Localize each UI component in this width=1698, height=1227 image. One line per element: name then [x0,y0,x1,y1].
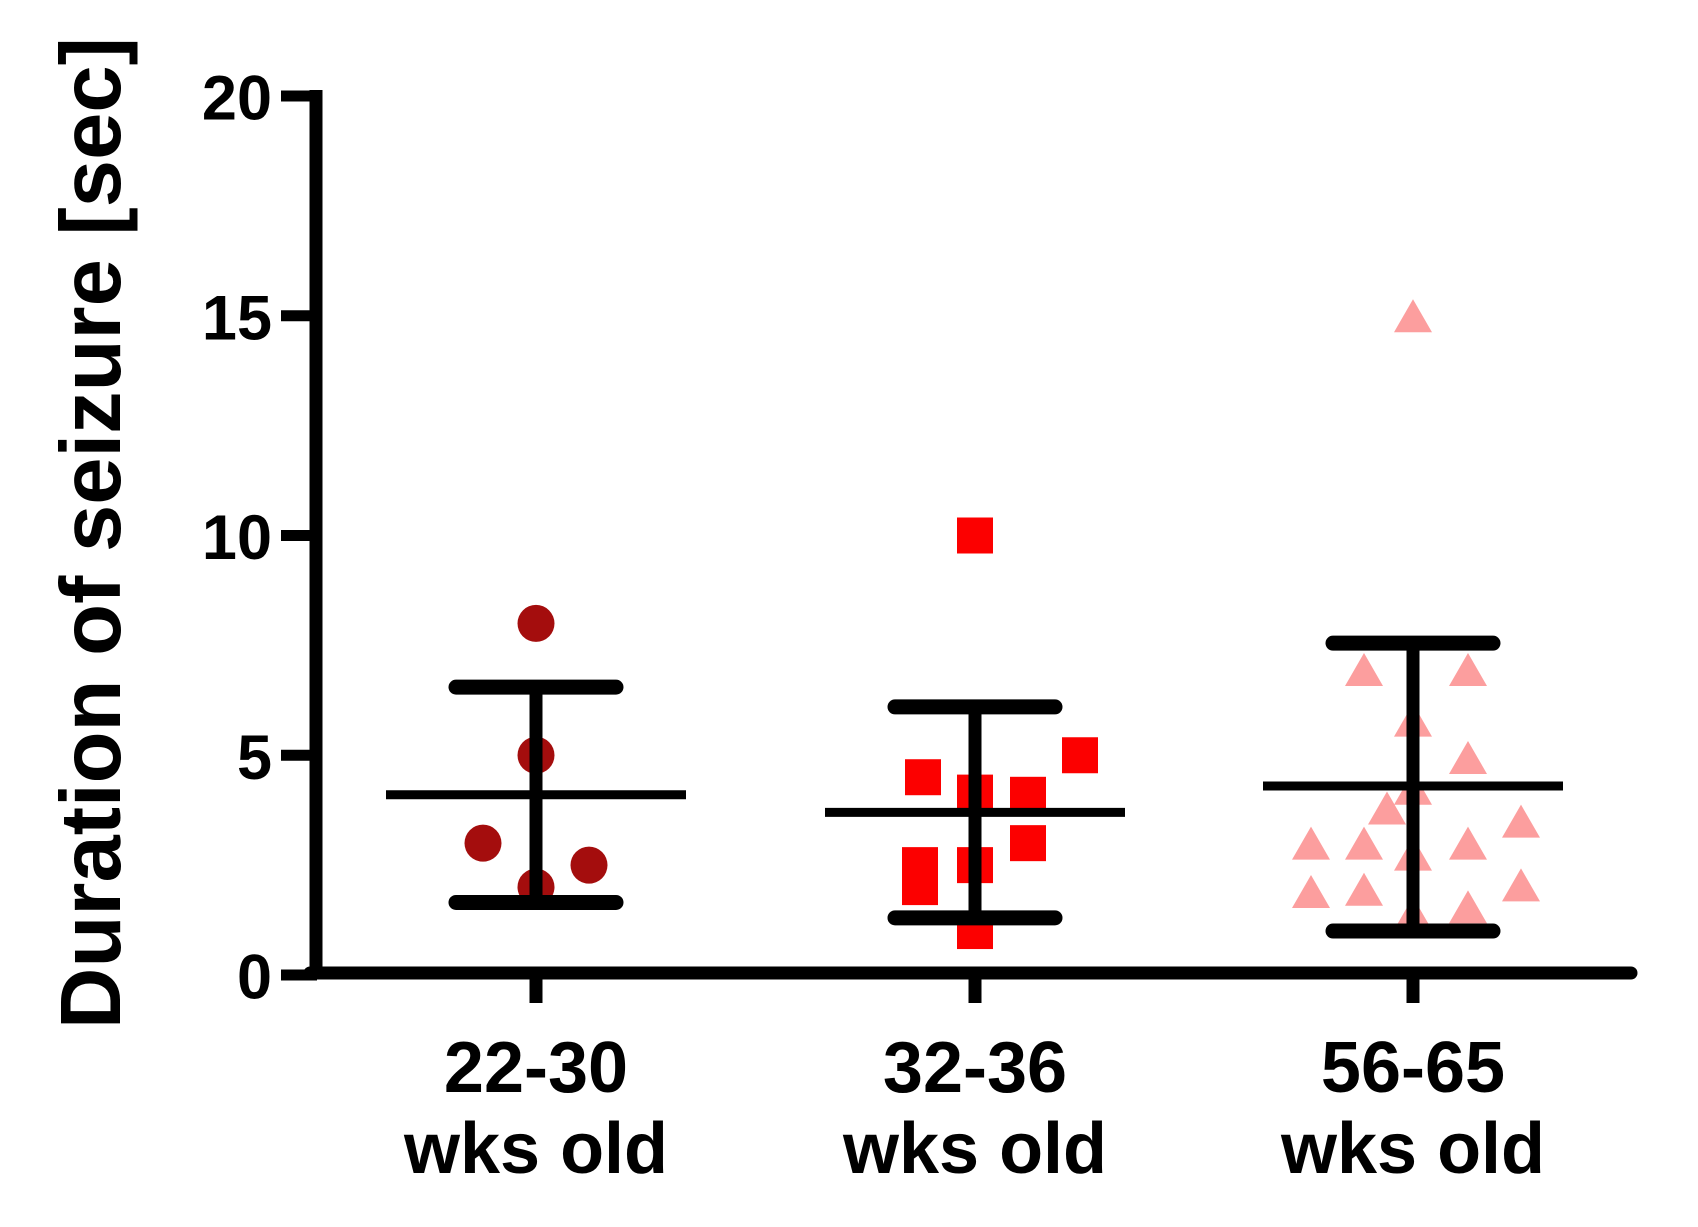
error-bars-layer [386,635,1563,939]
group-label-line1: 56-65 [1321,1028,1505,1108]
data-points-layer [464,299,1540,950]
data-point-triangle [1449,653,1487,687]
y-tick-label: 0 [237,943,272,1013]
data-point-triangle [1502,868,1540,902]
y-ticks-layer [281,90,317,981]
group-label-line2: wks old [403,1109,668,1189]
data-point-square [1062,737,1098,774]
y-axis-title: Duration of seizure [sec] [44,37,139,1029]
group-label-line2: wks old [842,1109,1107,1189]
data-point-square [1010,776,1046,813]
data-point-circle [517,604,555,642]
data-point-triangle [1502,804,1540,838]
data-point-triangle [1449,740,1487,774]
data-point-square [1010,825,1046,862]
data-point-circle [464,824,502,862]
x-ticks-layer [529,973,1420,1003]
data-point-triangle [1345,653,1383,687]
data-point-square [905,759,941,796]
data-point-triangle [1345,826,1383,860]
data-point-triangle [1292,874,1330,908]
data-point-triangle [1292,826,1330,860]
data-point-triangle [1449,826,1487,860]
group-label-line1: 22-30 [444,1028,628,1108]
group-label-line2: wks old [1280,1109,1545,1189]
data-point-triangle [1345,872,1383,906]
data-point-circle [570,846,608,884]
data-point-triangle [1368,791,1406,825]
data-point-square [957,517,993,554]
y-tick-label: 10 [202,503,272,573]
data-point-square [902,869,938,906]
y-tick-label: 15 [202,283,272,353]
labels-layer: Duration of seizure [sec] 0510152022-30w… [44,37,1545,1189]
y-tick-label: 5 [237,723,272,793]
group-label-line1: 32-36 [883,1028,1067,1108]
data-point-triangle [1449,890,1487,924]
data-point-triangle [1394,299,1432,333]
y-tick-label: 20 [202,64,272,134]
